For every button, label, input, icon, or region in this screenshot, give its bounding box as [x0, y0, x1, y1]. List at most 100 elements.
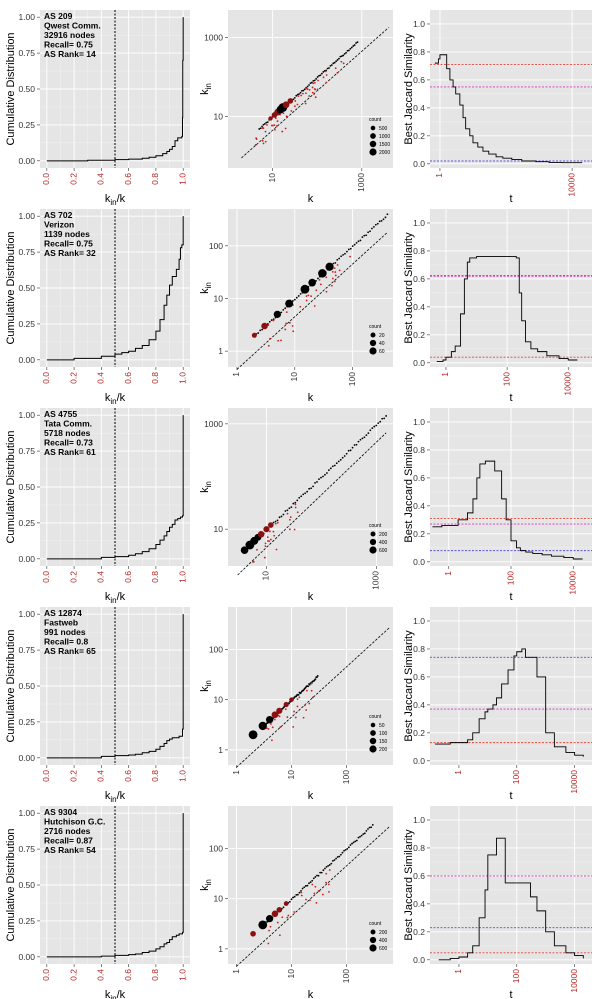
y-axis-title: Cumulative Distribution: [5, 629, 17, 742]
degree-point: [336, 59, 339, 61]
degree-point: [327, 864, 330, 867]
degree-point: [295, 893, 298, 896]
degree-point: [347, 248, 350, 251]
x-tick-label: 0.6: [123, 770, 133, 782]
y-tick-label: 0.0: [413, 756, 425, 766]
panel-background: [228, 607, 393, 765]
y-axis-title: Cumulative Distribution: [5, 231, 17, 344]
degree-point: [342, 253, 344, 256]
y-tick-label: 0.0: [413, 557, 425, 567]
y-tick-label: 0.8: [413, 445, 425, 455]
degree-point-red: [269, 337, 271, 340]
degree-point: [333, 61, 336, 64]
degree-point-red: [266, 123, 268, 126]
degree-point: [354, 840, 357, 843]
panel-background: [228, 806, 393, 964]
cdf-line: [46, 614, 184, 759]
jaccard-line: [432, 460, 583, 560]
degree-point: [322, 475, 324, 478]
degree-point: [335, 60, 338, 63]
degree-point-red: [261, 139, 264, 142]
degree-point: [290, 506, 293, 509]
degree-point-red: [270, 124, 273, 127]
degree-point-red: [296, 103, 299, 106]
degree-point: [378, 220, 381, 223]
degree-point: [365, 829, 368, 832]
degree-point: [293, 298, 296, 301]
legend-label: 2000: [379, 150, 390, 156]
reference-diagonal: [241, 27, 389, 159]
y-axis-title: Cumulative Distribution: [5, 430, 17, 543]
y-tick-label: 0.50: [18, 880, 35, 890]
y-tick-label: 0.6: [413, 473, 425, 483]
degree-point: [339, 458, 342, 461]
degree-point-red: [292, 726, 295, 728]
degree-point: [373, 425, 376, 428]
chart-3-degree: 1 10 100 1 10 100 kin k count 50 100 150 200: [199, 607, 393, 802]
degree-point: [357, 240, 360, 243]
legend-label: 600: [379, 548, 388, 554]
degree-point-red: [349, 255, 351, 258]
x-tick-label: 100: [511, 969, 521, 983]
degree-point-red: [325, 881, 327, 884]
degree-point: [309, 881, 312, 884]
degree-point-red: [342, 62, 345, 65]
degree-point: [270, 319, 273, 321]
y-tick-label: 0.50: [18, 681, 35, 691]
y-tick-label: 0.50: [18, 283, 35, 293]
degree-point-red: [333, 280, 336, 283]
degree-point-red: [315, 901, 318, 904]
degree-point-red: [284, 708, 287, 711]
x-tick-label: 1000: [356, 173, 366, 192]
y-tick-label: 0.75: [18, 844, 35, 854]
x-tick-label: 0.8: [150, 969, 160, 981]
degree-point-red: [299, 305, 302, 308]
degree-point: [278, 516, 281, 519]
degree-point-red: [284, 328, 287, 331]
annotation-line: Tata Comm.: [44, 419, 92, 429]
y-tick-label: 1000: [204, 33, 223, 43]
y-tick-label: 0.0: [413, 955, 425, 965]
degree-point-red: [262, 127, 265, 129]
degree-point: [298, 93, 300, 95]
degree-point: [261, 328, 263, 331]
annotation-line: AS 9304: [44, 807, 77, 817]
x-tick-label: 100: [511, 770, 521, 784]
x-tick-label: 0.4: [96, 770, 106, 782]
y-tick-label: 0.25: [18, 717, 35, 727]
degree-point: [328, 864, 331, 866]
degree-point: [368, 826, 371, 829]
degree-point: [382, 218, 385, 221]
y-tick-label: 0.50: [18, 482, 35, 492]
degree-point: [258, 128, 261, 130]
y-tick-label: 0.6: [413, 75, 425, 85]
y-tick-label: 0.8: [413, 47, 425, 57]
y-tick-label: 0.4: [413, 700, 425, 710]
degree-point: [301, 89, 303, 92]
degree-point-red: [273, 124, 276, 127]
y-tick-label: 0.6: [413, 672, 425, 682]
degree-point-red: [252, 560, 254, 563]
degree-point: [352, 841, 355, 844]
y-axis-title: Best Jaccard Similarity: [403, 33, 415, 145]
x-tick-label: 100: [501, 372, 511, 386]
degree-point-large: [257, 531, 265, 538]
y-axis-title: kin: [199, 680, 213, 692]
degree-point: [266, 121, 269, 124]
degree-point: [298, 891, 301, 894]
degree-point-red: [306, 689, 308, 692]
annotation-line: 1139 nodes: [44, 229, 90, 239]
y-tick-label: 0.50: [18, 84, 35, 94]
degree-point-red: [293, 528, 296, 531]
y-tick-label: 1.0: [413, 616, 425, 626]
degree-point-red: [286, 716, 289, 718]
degree-point-large: [325, 262, 334, 271]
degree-point: [355, 443, 358, 446]
degree-point-red: [325, 74, 328, 76]
y-tick-label: 1: [218, 944, 223, 954]
x-tick-label: 0.8: [150, 770, 160, 782]
x-tick-label: 10000: [562, 372, 572, 396]
degree-point-red: [293, 105, 296, 108]
degree-point: [367, 231, 370, 234]
degree-point-red: [271, 739, 273, 742]
